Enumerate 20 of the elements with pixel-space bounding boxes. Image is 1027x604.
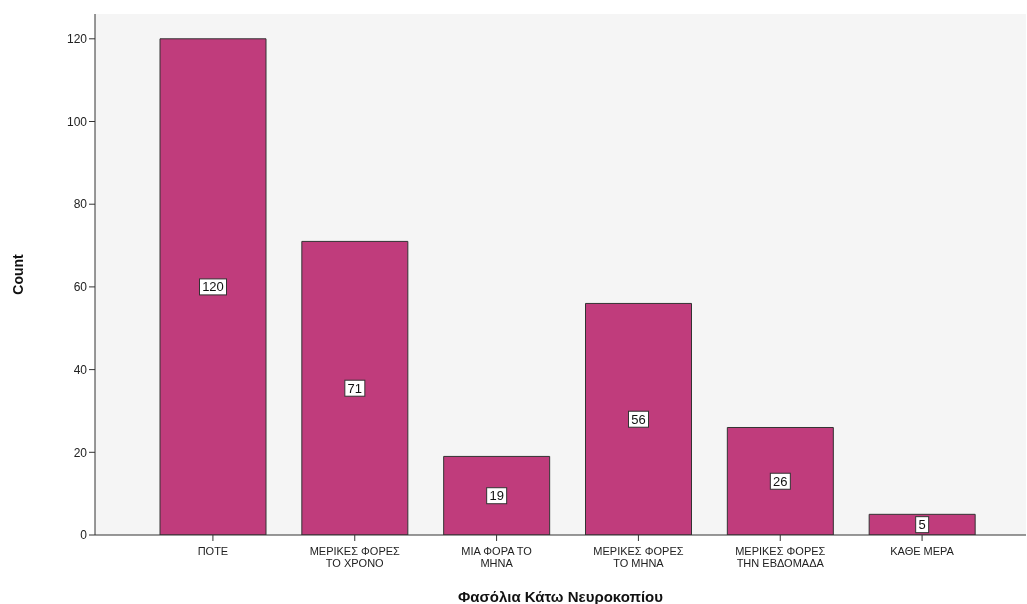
x-tick-label: ΠΟΤΕ (197, 545, 229, 557)
x-tick-label: ΜΕΡΙΚΕΣ ΦΟΡΕΣ ΤΗΝ ΕΒΔΟΜΑΔΑ (735, 545, 826, 569)
data-label: 5 (918, 517, 926, 533)
y-tick-label: 80 (73, 197, 88, 212)
x-tick-label: ΜΕΡΙΚΕΣ ΦΟΡΕΣ ΤΟ ΜΗΝΑ (593, 545, 684, 569)
y-tick-label: 0 (80, 528, 88, 543)
data-label: 120 (202, 279, 224, 295)
y-tick-label: 60 (73, 280, 88, 295)
x-tick-label: ΚΑΘΕ ΜΕΡΑ (890, 545, 955, 557)
y-tick-label: 100 (66, 114, 88, 129)
x-tick-label: ΜΕΡΙΚΕΣ ΦΟΡΕΣ ΤΟ ΧΡΟΝΟ (309, 545, 401, 569)
y-tick-label: 20 (73, 445, 88, 460)
data-label: 19 (489, 488, 504, 504)
x-tick-label: ΜΙΑ ΦΟΡΑ ΤΟ ΜΗΝΑ (461, 545, 533, 569)
y-tick-label: 40 (73, 362, 88, 377)
y-axis-title: Count (9, 253, 26, 295)
y-tick-label: 120 (66, 32, 88, 47)
data-label: 26 (773, 473, 788, 489)
data-label: 56 (631, 411, 646, 427)
data-label: 71 (347, 380, 363, 396)
